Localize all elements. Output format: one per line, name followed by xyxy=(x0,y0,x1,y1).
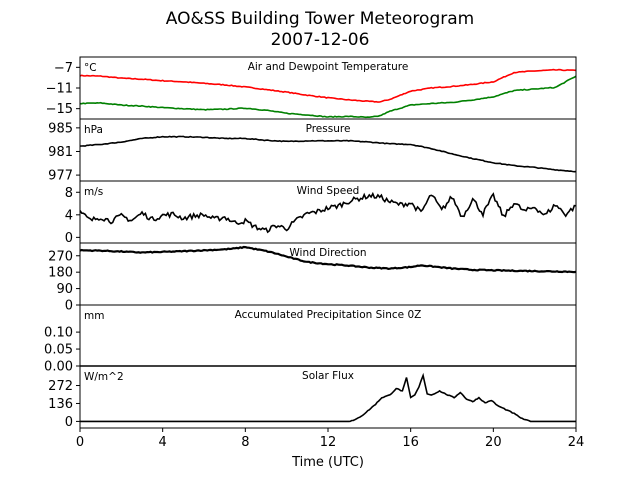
y-tick-label: 0 xyxy=(65,231,73,246)
series-line-0-0 xyxy=(79,68,577,103)
panel-0: −7 −11 −15 Air and Dewpoint Temperature °C xyxy=(46,56,577,120)
x-tick-label: 4 xyxy=(159,435,167,450)
x-tick-label: 16 xyxy=(402,435,419,450)
panel-1: 985 981 977 Pressure hPa xyxy=(48,118,577,184)
y-tick-label: 0.10 xyxy=(44,326,73,341)
y-tick-label: 0.05 xyxy=(44,343,73,358)
panel-2: 8 4 0 Wind Speed m/s xyxy=(65,180,577,246)
unit-label: °C xyxy=(84,62,97,74)
y-tick-label: 136 xyxy=(48,397,73,412)
panel-title: Pressure xyxy=(306,123,351,135)
x-tick-label: 20 xyxy=(485,435,502,450)
unit-label: m/s xyxy=(84,186,103,198)
panel-5: 272 136 0 Solar Flux W/m^2 xyxy=(48,365,577,430)
series-line-0-1 xyxy=(80,75,577,119)
series-line-5-0 xyxy=(80,372,576,423)
x-tick-label: 12 xyxy=(320,435,337,450)
y-tick-label: −11 xyxy=(46,82,73,97)
x-tick-label: 0 xyxy=(76,435,84,450)
series-line-2-0 xyxy=(79,191,577,234)
y-tick-label: 90 xyxy=(56,282,73,297)
x-axis: 0 4 8 12 16 20 24 xyxy=(76,428,584,450)
panel-title: Solar Flux xyxy=(302,370,354,382)
figure-title: AO&SS Building Tower Meteorogram xyxy=(166,9,474,29)
y-tick-label: 4 xyxy=(65,208,73,223)
y-tick-label: 8 xyxy=(65,186,73,201)
x-tick-label: 24 xyxy=(568,435,585,450)
panel-title: Air and Dewpoint Temperature xyxy=(248,61,409,73)
y-tick-label: 985 xyxy=(48,121,73,136)
y-tick-label: 0 xyxy=(65,299,73,314)
panel-4: 0.10 0.05 0.00 Accumulated Precipitation Si… xyxy=(44,304,577,375)
panel-title: Wind Speed xyxy=(297,185,360,197)
y-tick-label: −15 xyxy=(46,102,73,117)
series-line-1-0 xyxy=(79,135,577,173)
y-tick-label: −7 xyxy=(54,61,73,76)
x-axis-label: Time (UTC) xyxy=(291,455,364,470)
x-tick-label: 8 xyxy=(241,435,249,450)
unit-label: mm xyxy=(84,310,104,322)
panels: −7 −11 −15 Air and Dewpoint Temperature °C 98… xyxy=(44,56,577,430)
y-tick-label: 981 xyxy=(48,145,73,160)
y-tick-label: 270 xyxy=(48,249,73,264)
y-tick-label: 272 xyxy=(48,379,73,394)
panel-title: Wind Direction xyxy=(289,247,366,259)
unit-label: hPa xyxy=(84,124,103,136)
figure-subtitle: 2007-12-06 xyxy=(271,30,370,50)
unit-label: W/m^2 xyxy=(84,371,124,383)
series-line-3-0 xyxy=(79,245,577,274)
y-tick-label: 977 xyxy=(48,169,73,184)
y-tick-label: 180 xyxy=(48,266,73,281)
panel-title: Accumulated Precipitation Since 0Z xyxy=(235,309,422,321)
y-tick-label: 0.00 xyxy=(44,360,73,375)
y-tick-label: 0 xyxy=(65,415,73,430)
